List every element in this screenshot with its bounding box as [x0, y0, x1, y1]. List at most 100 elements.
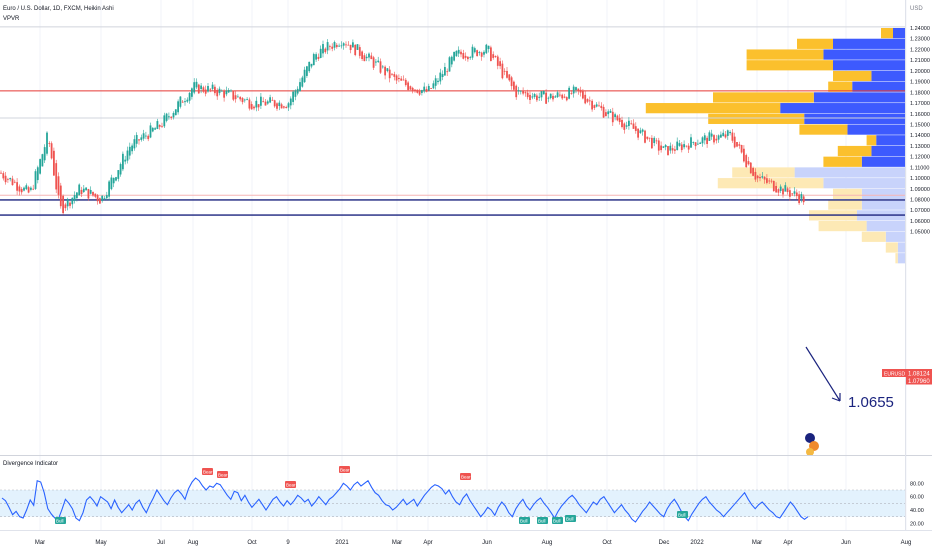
candle-body: [365, 56, 368, 59]
projection-arrow[interactable]: [805, 346, 841, 402]
candle-body: [577, 88, 580, 92]
candle-body: [694, 142, 697, 147]
arrow-head[interactable]: [831, 393, 841, 402]
candle-body: [641, 129, 644, 132]
oscillator-axis[interactable]: 80.00 60.00 40.00 20.00: [910, 481, 924, 527]
candle-body: [701, 137, 704, 144]
candle-body: [726, 130, 729, 136]
candle-body: [223, 90, 225, 98]
candle-body: [368, 53, 370, 58]
economic-event-icon[interactable]: [805, 433, 819, 456]
candle-body: [358, 47, 361, 56]
candle-body: [289, 98, 292, 106]
arrow-shaft[interactable]: [805, 346, 841, 402]
price-tick-label: 1.08000: [910, 198, 930, 204]
candle-body: [593, 105, 596, 108]
volume-bar-down: [823, 49, 905, 60]
candle-body: [207, 85, 209, 92]
price-tick-label: 1.12000: [910, 155, 930, 161]
bull-signal-badge: [519, 517, 530, 524]
candle-body: [600, 105, 603, 109]
candle-body: [563, 96, 566, 98]
candle-body: [731, 132, 734, 141]
target-label: 1.0655: [848, 394, 894, 411]
candle-body: [446, 71, 449, 73]
candle-body: [457, 49, 460, 54]
candle-body: [253, 106, 255, 109]
candle-body: [108, 181, 110, 197]
candle-body: [379, 61, 382, 73]
candle-body: [510, 77, 513, 87]
candle-body: [687, 145, 690, 150]
candle-body: [552, 95, 554, 100]
price-tick-label: 1.18000: [910, 90, 930, 96]
candle-body: [342, 43, 345, 46]
time-tick-label: Mar: [752, 540, 762, 546]
candle-body: [554, 96, 557, 98]
bull-signal-badge: [537, 517, 548, 524]
candle-body: [18, 186, 21, 192]
candle-body: [425, 89, 428, 92]
candle-body: [588, 100, 591, 102]
candle-body: [708, 132, 711, 141]
time-tick-label: Aug: [542, 540, 553, 546]
candle-body: [448, 57, 451, 72]
candle-body: [411, 87, 414, 92]
candle-body: [671, 148, 674, 151]
candle-body: [611, 111, 614, 123]
time-tick-label: Oct: [247, 540, 257, 546]
candle-body: [430, 88, 432, 90]
candle-body: [94, 193, 97, 197]
time-tick-label: 2022: [690, 540, 704, 546]
candle-body: [128, 146, 131, 156]
candle-body: [377, 60, 380, 63]
oscillator-line[interactable]: [1, 477, 809, 523]
oscillator-title: Divergence Indicator: [3, 461, 58, 467]
bull-signal-label: Bull: [520, 519, 528, 524]
candle-body: [538, 96, 541, 98]
candle-body: [770, 180, 773, 182]
candle-body: [496, 56, 499, 66]
candle-body: [310, 63, 313, 67]
candle-body: [623, 123, 626, 130]
candle-body: [117, 170, 120, 179]
bull-signal-label: Bull: [538, 519, 546, 524]
candlestick-series: [0, 39, 805, 215]
candle-body: [269, 97, 271, 103]
time-tick-label: Mar: [392, 540, 402, 546]
candle-body: [354, 44, 357, 56]
candle-body: [706, 137, 708, 145]
time-axis[interactable]: Mar May Jul Aug Oct 9 2021 Mar Apr Jun Aug Oct Dec 20…: [35, 540, 912, 546]
candle-body: [319, 48, 322, 58]
candle-body: [779, 186, 782, 191]
candle-body: [292, 91, 294, 102]
volume-bar-up: [799, 124, 848, 135]
candle-body: [722, 132, 725, 137]
candle-body: [115, 177, 117, 181]
candle-body: [494, 56, 497, 58]
candle-body: [335, 44, 338, 48]
candle-body: [214, 86, 216, 94]
candle-body: [126, 150, 129, 161]
candle-body: [421, 90, 423, 93]
volume-bar-down: [833, 38, 905, 49]
candle-body: [209, 88, 212, 90]
candle-body: [181, 101, 184, 103]
candle-body: [200, 85, 202, 89]
candle-body: [264, 101, 267, 106]
candle-body: [30, 187, 32, 190]
candle-body: [220, 90, 223, 92]
candle-body: [609, 110, 612, 113]
candle-body: [352, 42, 354, 48]
price-axis[interactable]: 1.24000 1.23000 1.22000 1.21000 1.20000 1.190…: [910, 26, 930, 236]
candle-body: [793, 191, 796, 194]
volume-bar-down: [823, 178, 905, 189]
candle-body: [59, 185, 62, 207]
candle-body: [361, 51, 363, 60]
candle-body: [616, 115, 619, 121]
time-tick-label: 2021: [335, 540, 349, 546]
candle-body: [524, 92, 527, 94]
candle-body: [255, 100, 258, 108]
candle-body: [85, 187, 87, 191]
